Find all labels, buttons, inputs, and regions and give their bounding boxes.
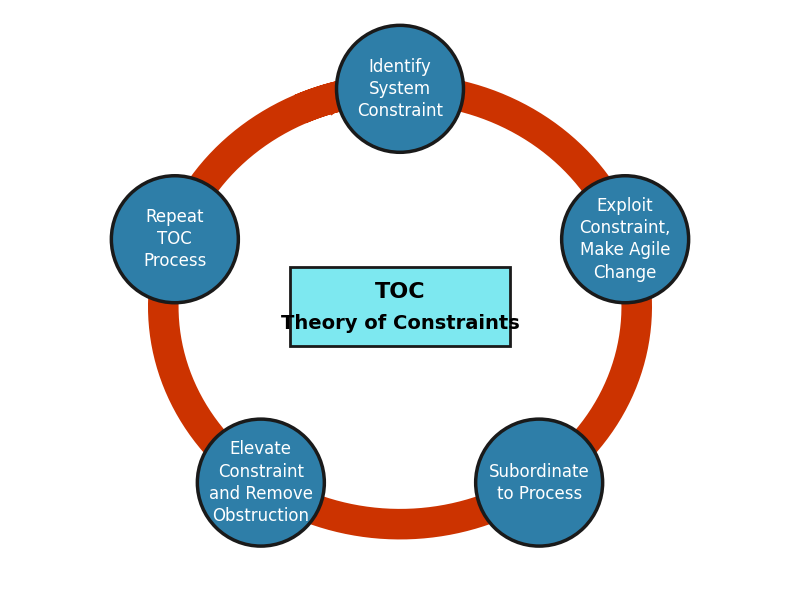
FancyBboxPatch shape — [290, 267, 510, 346]
Text: TOC: TOC — [374, 283, 426, 302]
Circle shape — [337, 25, 463, 152]
Text: Subordinate
to Process: Subordinate to Process — [489, 462, 590, 503]
Text: Identify
System
Constraint: Identify System Constraint — [357, 58, 443, 120]
Text: Exploit
Constraint,
Make Agile
Change: Exploit Constraint, Make Agile Change — [579, 197, 671, 281]
Circle shape — [111, 176, 238, 303]
Text: Elevate
Constraint
and Remove
Obstruction: Elevate Constraint and Remove Obstructio… — [209, 440, 313, 525]
Circle shape — [476, 419, 602, 546]
Circle shape — [198, 419, 324, 546]
Text: Repeat
TOC
Process: Repeat TOC Process — [143, 208, 206, 270]
Circle shape — [562, 176, 689, 303]
Text: Theory of Constraints: Theory of Constraints — [281, 314, 519, 333]
